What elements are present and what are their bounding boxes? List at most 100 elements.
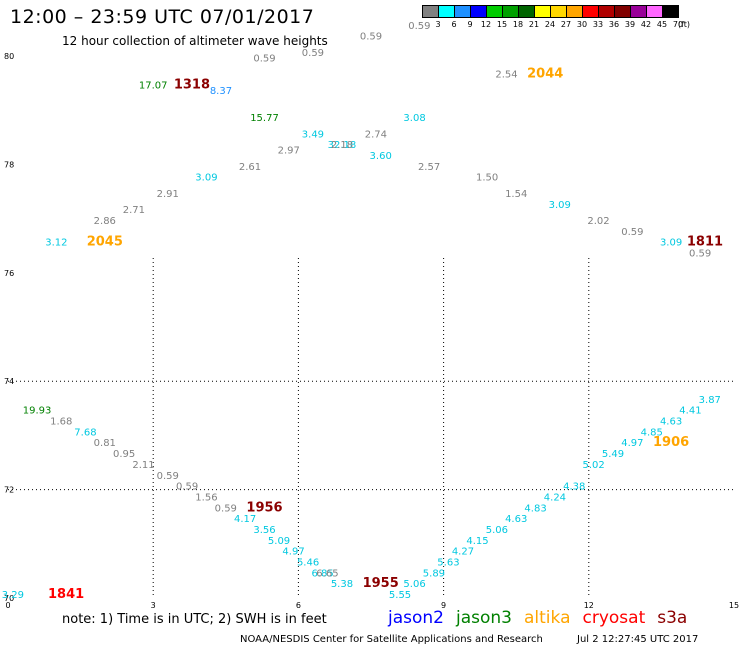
wave-height-label: 4.97 — [621, 438, 643, 449]
color-scale: 3 6 9 12 15 18 21 24 27 30 33 36 39 42 45 70 (ft) — [422, 5, 690, 30]
color-scale-label: 42 — [640, 20, 652, 29]
wave-height-label: 5.09 — [268, 536, 290, 547]
legend-item-cryosat: cryosat — [582, 608, 646, 628]
x-tick-label: 6 — [296, 601, 301, 610]
wave-height-label: 4.63 — [505, 514, 527, 525]
credit-text: NOAA/NESDIS Center for Satellite Applica… — [240, 634, 543, 645]
wave-height-label: 0.59 — [689, 249, 711, 260]
wave-height-label: 3.08 — [403, 113, 425, 124]
wave-height-label: 2.91 — [157, 189, 179, 200]
color-scale-label: 18 — [512, 20, 524, 29]
wave-height-label: 2.02 — [587, 216, 609, 227]
color-scale-label: 6 — [451, 20, 457, 29]
color-scale-unit: (ft) — [677, 20, 691, 29]
color-scale-label: 3 — [435, 20, 441, 29]
color-scale-label: 30 — [576, 20, 588, 29]
wave-height-label: 3.56 — [253, 525, 275, 536]
chart-axis-labels: 0 3 6 9 12 15 70 72 74 76 78 80 — [4, 52, 739, 610]
footer-note: note: 1) Time is in UTC; 2) SWH is in fe… — [62, 612, 327, 627]
wave-height-label: 5.89 — [423, 568, 445, 579]
wave-height-label: 2.74 — [365, 129, 387, 140]
x-tick-label: 15 — [729, 601, 739, 610]
wave-height-label: 3.29 — [2, 590, 24, 601]
wave-height-label: 0.59 — [253, 53, 275, 64]
wave-height-label: 3.09 — [195, 173, 217, 184]
color-scale-label: 45 — [656, 20, 668, 29]
color-scale-label: 36 — [608, 20, 620, 29]
legend-item-s3a: s3a — [657, 608, 688, 628]
x-tick-label: 3 — [151, 601, 156, 610]
wave-height-label: 2.11 — [132, 460, 154, 471]
track-time-label: 1956 — [246, 500, 282, 515]
chart-data-labels: 3.29 184119.931.687.680.810.952.110.590.5… — [2, 21, 723, 602]
wave-height-label: 1.56 — [195, 492, 217, 503]
wave-height-label: 4.41 — [679, 406, 701, 417]
chart-grid — [8, 258, 734, 598]
x-tick-label: 0 — [5, 601, 10, 610]
wave-height-label: 3.49 — [302, 129, 324, 140]
wave-height-label: 17.07 — [139, 81, 168, 92]
wave-height-label: 6.65 — [316, 568, 338, 579]
color-scale-label: 39 — [624, 20, 636, 29]
wave-height-label: 2.57 — [418, 162, 440, 173]
wave-height-label: 2.18 — [331, 140, 353, 151]
wave-height-label: 0.59 — [302, 48, 324, 59]
x-tick-label: 12 — [584, 601, 594, 610]
color-scale-label: 15 — [496, 20, 508, 29]
y-tick-label: 70 — [4, 594, 14, 603]
wave-height-label: 15.77 — [250, 113, 279, 124]
wave-height-label: 5.49 — [602, 449, 624, 460]
wave-height-label: 0.95 — [113, 449, 135, 460]
color-scale-label: 9 — [467, 20, 473, 29]
wave-height-label: 8.37 — [210, 86, 232, 97]
wave-height-label: 2.97 — [278, 146, 300, 157]
wave-height-label: 0.59 — [215, 503, 237, 514]
wave-height-label: 2.54 — [495, 70, 517, 81]
track-time-label: 1841 — [48, 587, 84, 602]
color-scale-label: 24 — [544, 20, 556, 29]
y-tick-label: 80 — [4, 52, 14, 61]
wave-height-label: 5.02 — [583, 460, 605, 471]
legend-item-jason3: jason3 — [456, 608, 512, 628]
wave-height-label: 4.15 — [466, 536, 488, 547]
wave-height-label: 0.59 — [621, 227, 643, 238]
wave-height-label: 0.59 — [176, 482, 198, 493]
wave-height-label: 2.61 — [239, 162, 261, 173]
wave-height-label: 2.86 — [94, 216, 116, 227]
wave-height-label: 5.63 — [437, 557, 459, 568]
wave-height-label: 4.24 — [544, 492, 566, 503]
track-time-label: 1318 — [174, 78, 210, 93]
wave-height-label: 3.09 — [549, 200, 571, 211]
track-time-label: 1811 — [687, 235, 723, 250]
wave-height-label: 3.60 — [370, 151, 392, 162]
wave-height-label: 4.17 — [234, 514, 256, 525]
color-scale-label: 12 — [480, 20, 492, 29]
color-scale-label: 70 — [672, 20, 684, 29]
wave-height-label: 4.97 — [282, 547, 304, 558]
color-scale-label: 27 — [560, 20, 572, 29]
track-time-label: 2044 — [527, 67, 563, 82]
legend-item-jason2: jason2 — [388, 608, 444, 628]
generated-timestamp: Jul 2 12:27:45 UTC 2017 — [577, 634, 699, 645]
color-scale-label: 21 — [528, 20, 540, 29]
y-tick-label: 78 — [4, 160, 14, 169]
color-swatch-70 — [662, 5, 679, 18]
wave-height-label: 0.59 — [157, 471, 179, 482]
y-tick-label: 76 — [4, 269, 14, 278]
wave-height-label: 7.68 — [74, 427, 96, 438]
wave-height-label: 5.46 — [297, 557, 319, 568]
wave-height-label: 3.09 — [660, 238, 682, 249]
wave-height-label: 5.06 — [486, 525, 508, 536]
track-time-label: 1906 — [653, 435, 689, 450]
wave-height-label: 0.81 — [94, 438, 116, 449]
wave-height-label: 4.83 — [524, 503, 546, 514]
y-tick-label: 74 — [4, 377, 14, 386]
y-tick-label: 72 — [4, 486, 14, 495]
wave-height-label: 3.87 — [699, 395, 721, 406]
wave-height-label: 5.06 — [403, 579, 425, 590]
wave-height-label: 0.59 — [360, 32, 382, 43]
wave-height-label: 1.68 — [50, 417, 72, 428]
x-tick-label: 9 — [441, 601, 446, 610]
wave-height-label: 4.27 — [452, 547, 474, 558]
